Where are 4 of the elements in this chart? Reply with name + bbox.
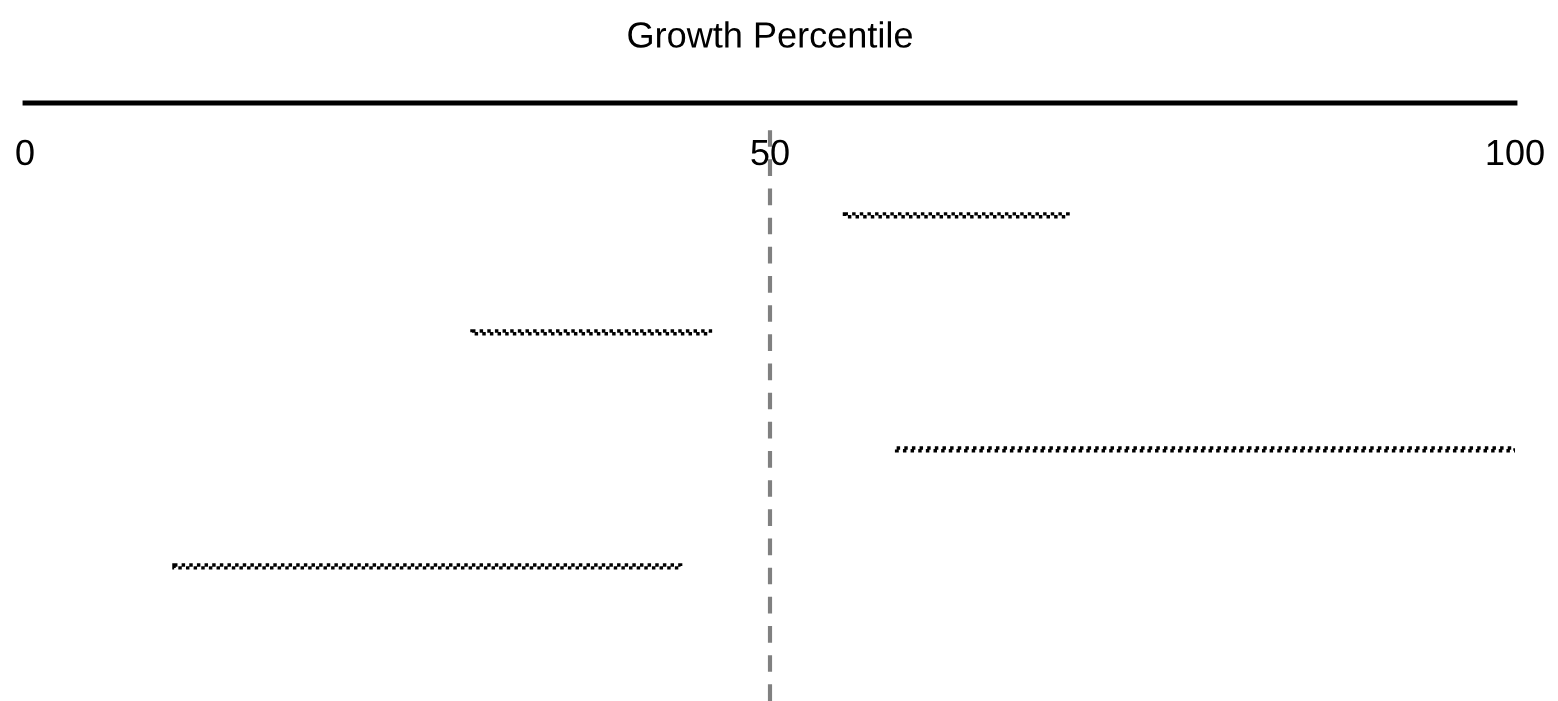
x-tick-label: 0 <box>16 139 34 166</box>
x-axis-title: Growth Percentile <box>628 21 912 48</box>
x-tick-label: 50 <box>751 139 789 166</box>
x-tick-label: 100 <box>1487 139 1544 166</box>
